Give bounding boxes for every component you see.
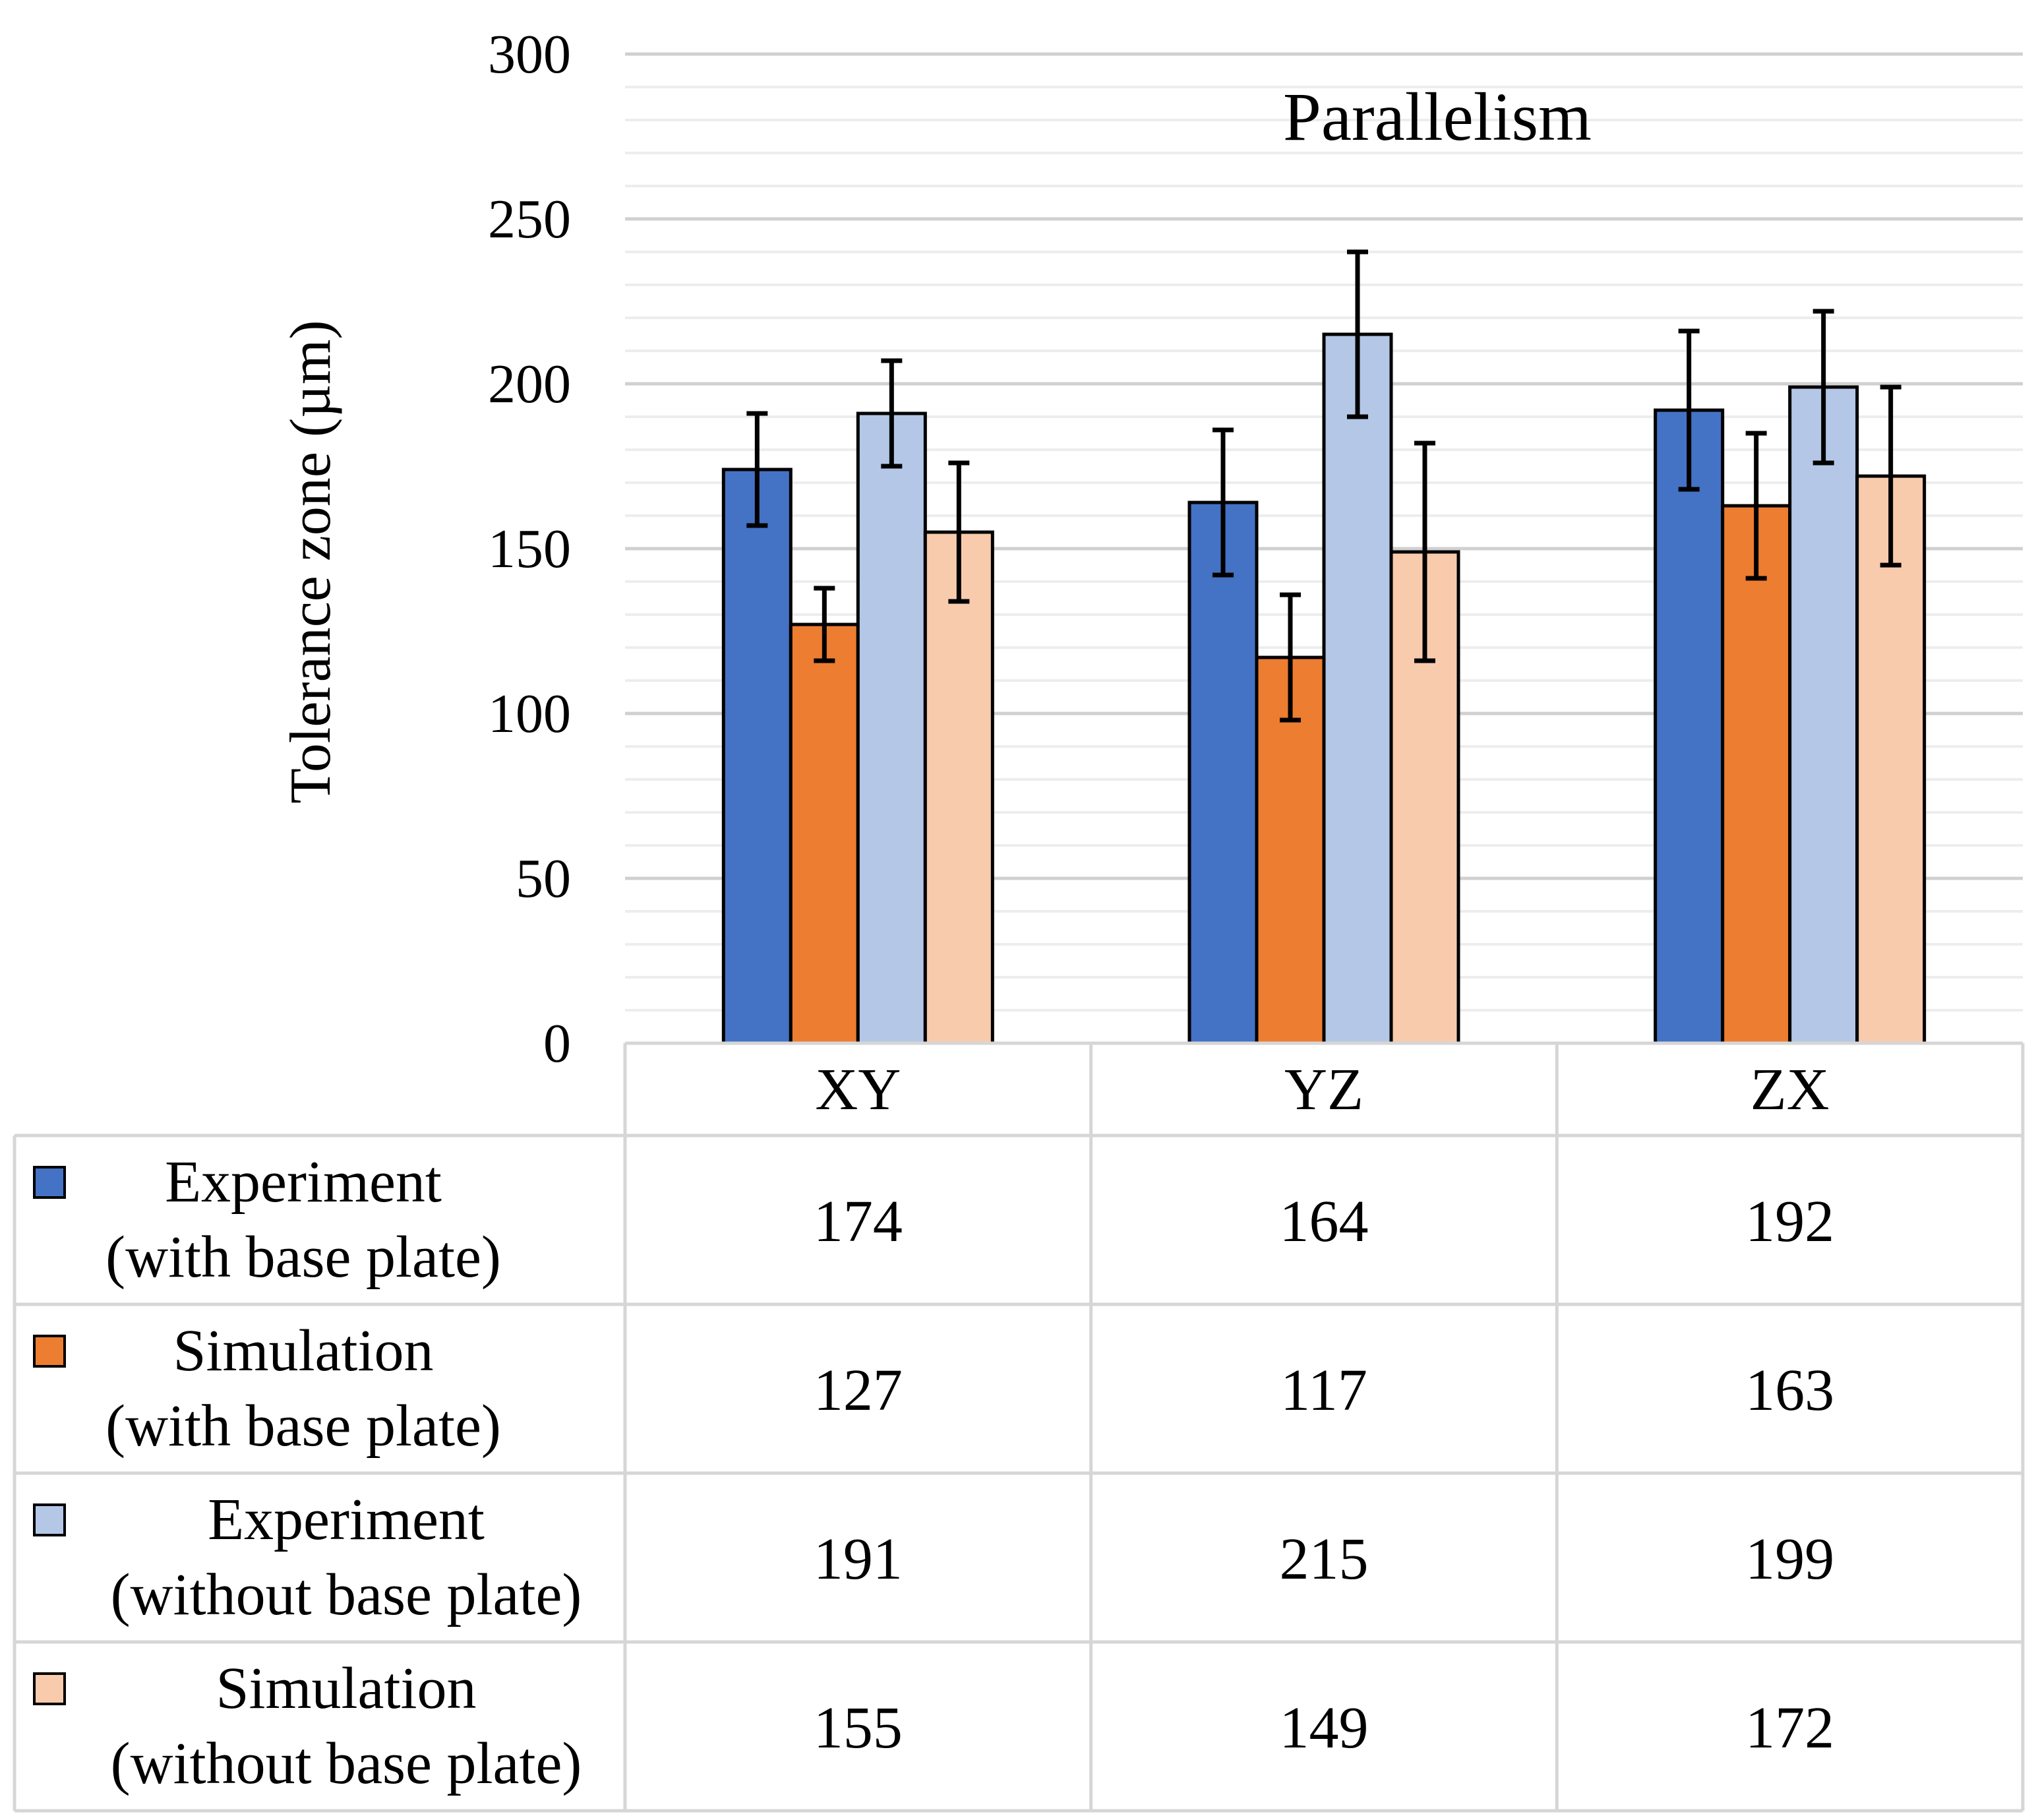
y-tick-label: 50 (516, 848, 571, 909)
data-value-label: 199 (1745, 1527, 1834, 1592)
bar (1721, 504, 1792, 1045)
bar (1788, 385, 1859, 1045)
data-value-label: 192 (1745, 1189, 1834, 1254)
legend-swatch (33, 1672, 66, 1705)
data-value-label: 174 (814, 1189, 903, 1254)
data-value-label: 164 (1280, 1189, 1369, 1254)
y-tick-label: 200 (488, 353, 571, 415)
y-tick-label: 150 (488, 518, 571, 580)
legend-label: Simulation (173, 1318, 433, 1383)
bar (1855, 474, 1927, 1045)
y-tick-label: 300 (488, 24, 571, 85)
bar (1187, 501, 1259, 1045)
y-tick-label: 100 (488, 683, 571, 744)
data-value-label: 191 (814, 1527, 903, 1592)
data-value-label: 155 (814, 1695, 903, 1761)
bar (856, 411, 927, 1045)
legend-label: Simulation (216, 1656, 476, 1721)
legend-swatch (33, 1503, 66, 1536)
category-label: XY (815, 1057, 901, 1122)
data-value-label: 172 (1745, 1695, 1834, 1761)
legend-label: Experiment (165, 1149, 442, 1215)
bar (923, 530, 994, 1045)
y-tick-label: 250 (488, 189, 571, 250)
category-label: ZX (1751, 1057, 1830, 1122)
y-tick-label: 0 (543, 1013, 571, 1074)
category-label: YZ (1284, 1057, 1363, 1122)
legend-label: (with base plate) (105, 1225, 501, 1290)
legend-label: (without base plate) (111, 1731, 582, 1796)
y-axis-title: Tolerance zone (µm) (279, 320, 343, 803)
data-value-label: 127 (814, 1358, 903, 1423)
legend-label: Experiment (208, 1487, 485, 1552)
data-value-label: 149 (1280, 1695, 1369, 1761)
bar (1322, 332, 1393, 1045)
bar (721, 468, 793, 1045)
data-value-label: 117 (1280, 1358, 1367, 1423)
data-value-label: 163 (1745, 1358, 1834, 1423)
legend-label: (with base plate) (105, 1393, 501, 1459)
legend-swatch (33, 1335, 66, 1368)
bar (1654, 408, 1725, 1045)
legend-swatch (33, 1166, 66, 1199)
chart-title: Parallelism (1283, 79, 1592, 155)
legend-label: (without base plate) (111, 1562, 582, 1627)
data-value-label: 215 (1280, 1527, 1369, 1592)
bar (789, 622, 860, 1045)
